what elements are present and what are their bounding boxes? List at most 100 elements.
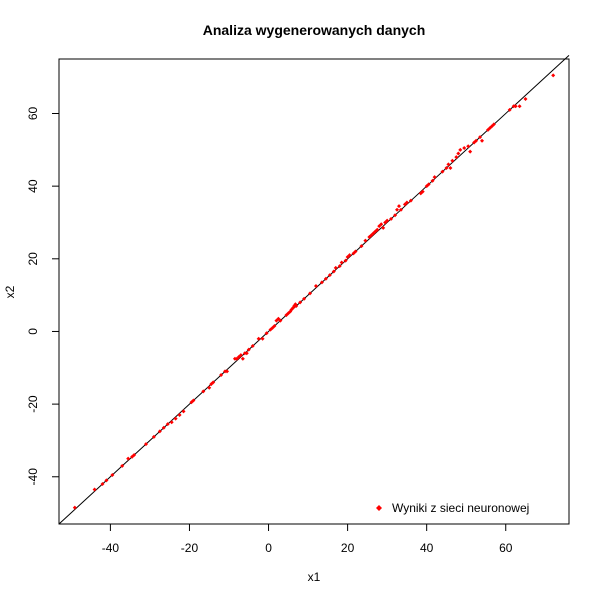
data-point: [440, 169, 445, 174]
data-point: [207, 385, 212, 390]
data-point: [389, 216, 394, 221]
y-tick-label: 0: [26, 328, 40, 335]
data-point: [327, 273, 332, 278]
chart-title: Analiza wygenerowanych danych: [203, 22, 426, 38]
data-point: [381, 225, 386, 230]
data-point: [551, 73, 556, 78]
y-tick-label: 20: [26, 252, 40, 266]
data-point: [181, 409, 186, 414]
data-point: [165, 422, 170, 427]
data-point: [191, 398, 196, 403]
x-tick-label: 0: [265, 541, 272, 555]
data-point: [491, 122, 496, 127]
x-tick-label: 40: [420, 541, 434, 555]
data-point: [110, 472, 115, 477]
data-point: [173, 416, 178, 421]
data-point: [456, 151, 461, 156]
data-point: [319, 280, 324, 285]
data-point: [201, 389, 206, 394]
data-point: [379, 222, 384, 227]
data-point: [169, 420, 174, 425]
data-point: [353, 249, 358, 254]
data-point: [395, 207, 400, 212]
data-point: [393, 213, 398, 218]
data-point: [517, 104, 522, 109]
data-point: [157, 429, 162, 434]
data-point: [132, 452, 137, 457]
data-point: [294, 304, 299, 309]
data-point: [244, 351, 249, 356]
data-point: [507, 107, 512, 112]
x-tick-label: -40: [102, 541, 120, 555]
data-point: [177, 413, 182, 418]
data-point: [238, 353, 243, 358]
data-point: [343, 258, 348, 263]
data-point: [398, 207, 403, 212]
data-point: [240, 356, 245, 361]
data-point: [260, 336, 265, 341]
legend: Wyniki z sieci neuronowej: [376, 501, 529, 515]
data-point: [446, 162, 451, 167]
x-tick-label: 20: [341, 541, 355, 555]
data-points-layer: [72, 73, 556, 510]
data-point: [432, 175, 437, 180]
x-tick-label: 60: [499, 541, 513, 555]
data-point: [454, 155, 459, 160]
x-axis-label: x1: [308, 570, 321, 584]
data-point: [359, 244, 364, 249]
data-point: [143, 442, 148, 447]
data-point: [478, 135, 483, 140]
data-point: [420, 189, 425, 194]
data-point: [444, 165, 449, 170]
data-point: [308, 291, 313, 296]
data-point: [523, 96, 528, 101]
data-point: [331, 269, 336, 274]
data-point: [298, 300, 303, 305]
data-point: [339, 260, 344, 265]
data-point: [72, 505, 77, 510]
data-point: [474, 138, 479, 143]
data-point: [397, 204, 401, 209]
data-point: [250, 343, 255, 348]
data-point: [466, 144, 471, 149]
data-point: [92, 487, 97, 492]
data-point: [161, 425, 166, 430]
data-point: [104, 478, 109, 483]
data-point: [151, 434, 156, 439]
data-point: [458, 147, 463, 152]
data-point: [450, 158, 455, 163]
y-axis: -40 -20 0 20 40 60: [26, 106, 60, 486]
data-point: [408, 198, 413, 203]
data-point: [462, 146, 467, 151]
data-point: [363, 238, 368, 243]
data-point: [100, 482, 105, 487]
y-tick-label: 40: [26, 179, 40, 193]
data-point: [426, 182, 431, 187]
data-point: [385, 218, 390, 223]
y-tick-label: 60: [26, 106, 40, 120]
data-point: [323, 276, 328, 281]
data-point: [246, 347, 251, 352]
data-point: [480, 138, 485, 143]
reference-line-layer: [58, 54, 570, 525]
data-point: [448, 165, 453, 170]
data-point: [513, 104, 518, 109]
y-tick-label: -20: [26, 395, 40, 413]
data-point: [278, 318, 283, 323]
reference-line: [58, 54, 570, 525]
data-point: [302, 296, 307, 301]
data-point: [225, 369, 230, 374]
y-axis-label: x2: [3, 285, 17, 298]
data-point: [313, 284, 318, 289]
y-tick-label: -40: [26, 468, 40, 486]
data-point: [375, 227, 380, 232]
data-point: [404, 200, 409, 205]
data-point: [219, 373, 224, 378]
x-axis: -40 -20 0 20 40 60: [102, 523, 513, 555]
data-point: [468, 149, 473, 154]
data-point: [272, 324, 277, 329]
data-point: [430, 178, 435, 183]
